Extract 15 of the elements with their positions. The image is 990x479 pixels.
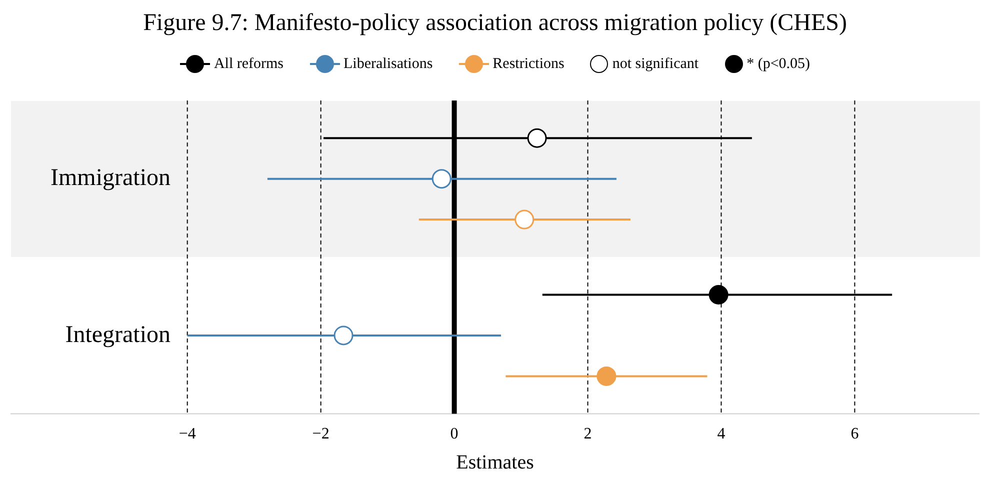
x-tick-label: 6 xyxy=(850,426,859,443)
x-axis-title: Estimates xyxy=(456,451,534,474)
x-tick-label: 2 xyxy=(584,426,592,443)
x-tick-label: −4 xyxy=(178,426,196,443)
x-tick-label: −2 xyxy=(312,426,330,443)
text: not significant xyxy=(612,56,699,72)
y-tick-label: Integration xyxy=(65,322,170,348)
text: * (p<0.05) xyxy=(746,56,810,72)
x-tick-label: 0 xyxy=(450,426,458,443)
legend-label: All reforms xyxy=(214,56,284,72)
y-tick-label: Immigration xyxy=(50,165,170,192)
legend-label: Liberalisations xyxy=(344,56,433,72)
x-tick-label: 4 xyxy=(717,426,726,443)
chart-title: Figure 9.7: Manifesto-policy association across migration policy (CHES) xyxy=(142,10,848,37)
legend-label: Restrictions xyxy=(492,56,564,72)
